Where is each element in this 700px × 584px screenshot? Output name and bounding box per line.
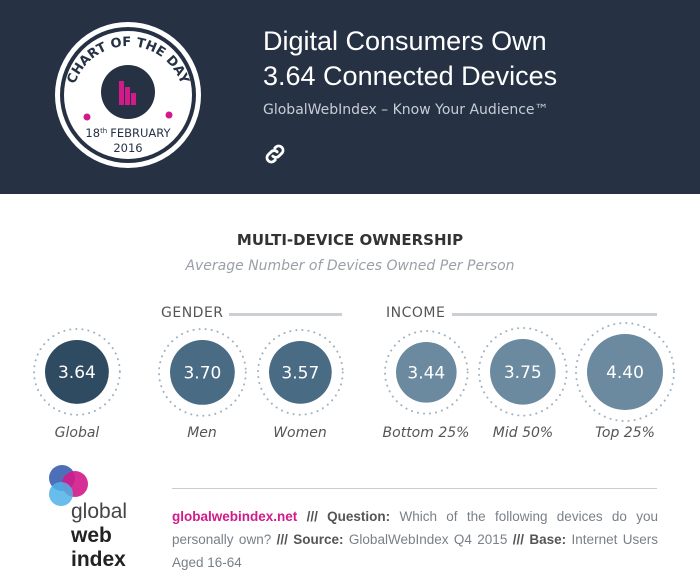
bubble-ring	[33, 328, 121, 416]
bubble-mark	[268, 340, 332, 404]
chart-of-the-day-badge: CHART OF THE DAY 18th FEBRUARY 2016	[55, 22, 201, 168]
bubble-bottom-25-: 3.44	[383, 329, 470, 416]
chart-title: MULTI-DEVICE OWNERSHIP	[236, 231, 464, 249]
bubble-mark	[395, 341, 457, 403]
bubble-mark	[45, 340, 109, 404]
bubble-value: 3.64	[58, 363, 96, 383]
category-label: Women	[273, 425, 327, 441]
bubble-value: 4.40	[606, 363, 644, 383]
bubble-mark	[587, 334, 663, 410]
bubble-mark	[169, 339, 235, 405]
category-label: Top 25%	[595, 425, 655, 441]
bubble-value: 3.70	[183, 363, 221, 383]
bubble-mid-50-: 3.75	[477, 326, 569, 418]
site-link[interactable]: globalwebindex.net	[172, 509, 298, 524]
bubble-ring	[478, 327, 568, 417]
bubble-ring	[157, 327, 247, 417]
divider	[452, 313, 657, 316]
subtitle: GlobalWebIndex – Know Your Audience™	[263, 102, 549, 118]
badge-date: 18th FEBRUARY	[85, 126, 171, 140]
bubble-men: 3.70	[157, 327, 248, 418]
chart-subtitle: Average Number of Devices Owned Per Pers…	[185, 258, 515, 274]
bubble-ring	[383, 329, 469, 415]
footer-note: globalwebindex.net /// Question: Which o…	[172, 509, 658, 570]
divider	[172, 488, 657, 489]
page-title: Digital Consumers Own 3.64 Connected Devi…	[263, 26, 558, 91]
category-label: Mid 50%	[492, 425, 554, 441]
bubble-ring	[256, 328, 344, 416]
globalwebindex-logo	[49, 465, 88, 506]
group-label-gender: GENDER	[161, 305, 224, 321]
badge-year: 2016	[113, 141, 142, 155]
category-label: Bottom 25%	[382, 425, 470, 441]
bubble-ring	[575, 322, 675, 422]
logo-text: global web index	[71, 500, 128, 571]
bubble-top-25-: 4.40	[574, 321, 676, 423]
link-icon[interactable]	[262, 141, 288, 167]
bubble-mark	[490, 339, 556, 405]
header: CHART OF THE DAY 18th FEBRUARY 2016 Digit…	[0, 0, 700, 194]
bubble-value: 3.75	[504, 363, 542, 383]
bubble-value: 3.44	[407, 363, 445, 383]
group-label-income: INCOME	[386, 305, 446, 321]
bubble-value: 3.57	[281, 363, 319, 383]
bubble-women: 3.57	[256, 328, 345, 417]
category-label: Men	[187, 425, 217, 441]
bubble-global: 3.64	[32, 327, 122, 417]
divider	[229, 313, 342, 316]
category-label: Global	[54, 425, 100, 441]
